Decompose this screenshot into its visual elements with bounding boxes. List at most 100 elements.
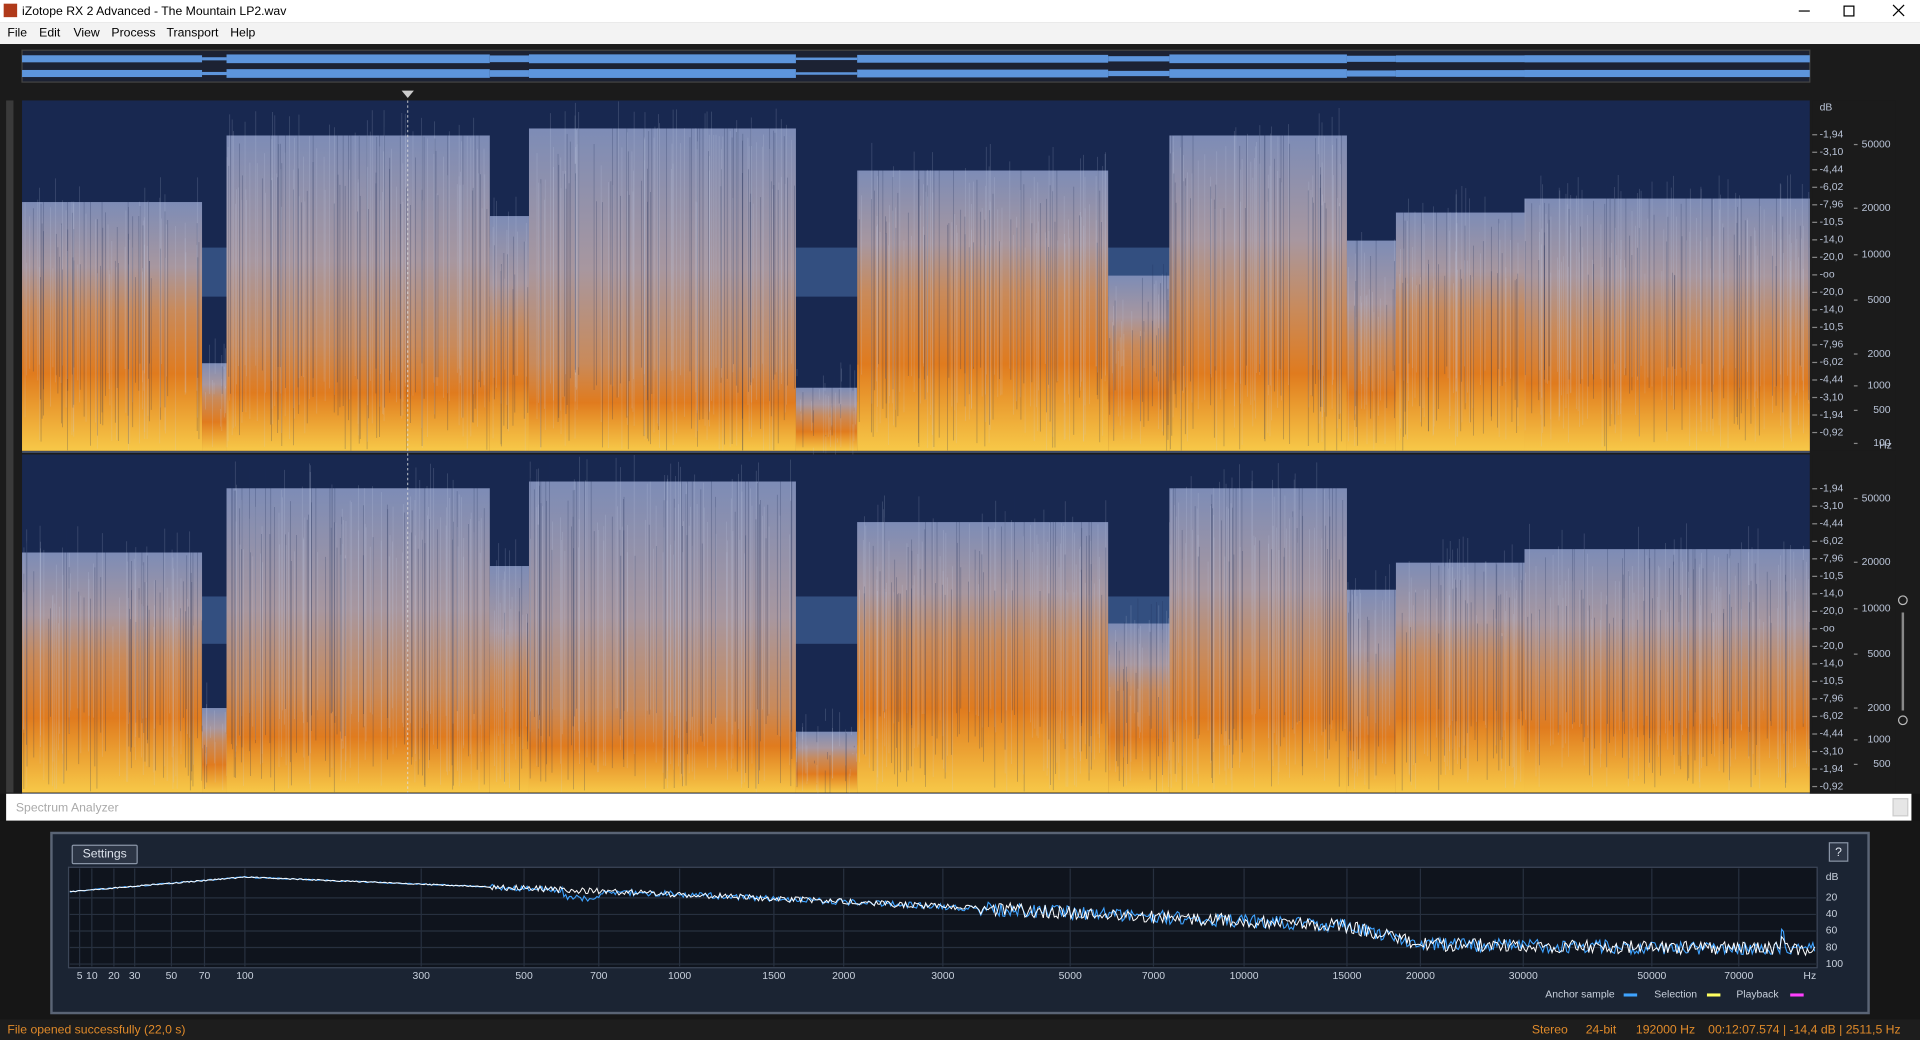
- spectrogram-block: [226, 488, 490, 793]
- overview-wave: [1169, 69, 1347, 78]
- db-label: -1,94: [1820, 764, 1844, 775]
- hz-label: 500: [1873, 759, 1891, 770]
- scale-panel: [1812, 454, 1896, 793]
- db-label: -7,96: [1820, 554, 1844, 565]
- overview-wave: [489, 55, 529, 63]
- zoom-in[interactable]: [1897, 595, 1908, 606]
- spectrogram-block: [795, 387, 858, 451]
- overview-wave: [226, 54, 490, 64]
- status-sample-rate: 192000 Hz: [1636, 1022, 1695, 1036]
- hz-label: 5000: [1867, 295, 1890, 306]
- settings-label[interactable]: Settings: [83, 847, 127, 861]
- db-label: -20,0: [1820, 287, 1844, 298]
- spectrogram-block: [1524, 549, 1810, 793]
- hz-unit: Hz: [1879, 441, 1892, 452]
- close-button[interactable]: [1892, 4, 1905, 17]
- scale-panel: [1812, 100, 1896, 451]
- analyzer-y-label: 40: [1826, 909, 1838, 920]
- analyzer-y-label: 80: [1826, 942, 1838, 953]
- overview-wave: [202, 57, 227, 61]
- db-label: -10,5: [1820, 676, 1844, 687]
- spectrogram-block: [1108, 275, 1170, 451]
- menu-item[interactable]: Process: [111, 25, 155, 39]
- hz-label: 100: [1873, 438, 1891, 449]
- playhead-marker[interactable]: [401, 90, 414, 98]
- status-bit-depth: 24-bit: [1586, 1022, 1617, 1036]
- spectrum-selection: [69, 876, 1816, 957]
- help-button[interactable]: [1828, 842, 1849, 862]
- db-label: -oo: [1820, 270, 1835, 281]
- overview-wave: [1108, 56, 1170, 62]
- db-unit: dB: [1820, 103, 1833, 114]
- help-label[interactable]: ?: [1835, 845, 1842, 859]
- app-icon: [3, 3, 18, 18]
- db-label: -14,0: [1820, 589, 1844, 600]
- analyzer-x-label: 50: [166, 971, 178, 982]
- hz-label: 20000: [1862, 203, 1891, 214]
- overview-wave: [1395, 55, 1525, 63]
- menu-item[interactable]: Edit: [39, 25, 61, 39]
- analyzer-x-label: 700: [590, 971, 608, 982]
- status-channels: Stereo: [1532, 1022, 1568, 1036]
- hz-label: 2000: [1867, 349, 1890, 360]
- hz-label: 2000: [1867, 703, 1890, 714]
- overview-wave: [857, 54, 1109, 63]
- overview-wave: [528, 54, 796, 64]
- db-label: -3,10: [1820, 147, 1844, 158]
- analyzer-x-unit: Hz: [1803, 971, 1816, 982]
- db-label: -4,44: [1820, 375, 1844, 386]
- legend-swatch: [1790, 993, 1804, 997]
- spectrogram-block: [226, 135, 490, 451]
- menu-item[interactable]: File: [7, 25, 27, 39]
- analyzer-x-label: 30000: [1509, 971, 1538, 982]
- menu-bar: [0, 22, 1920, 45]
- menu-item[interactable]: View: [73, 25, 99, 39]
- analyzer-y-label: 100: [1826, 959, 1844, 970]
- db-label: -1,94: [1820, 484, 1844, 495]
- spectrogram-block: [489, 566, 529, 793]
- analyzer-x-label: 20000: [1406, 971, 1435, 982]
- db-label: -3,10: [1820, 501, 1844, 512]
- overview-wave: [795, 72, 858, 75]
- legend-label: Playback: [1736, 989, 1779, 1000]
- overview-wave: [226, 69, 490, 78]
- hz-label: 10000: [1862, 250, 1891, 261]
- db-label: -10,5: [1820, 571, 1844, 582]
- legend-label: Anchor sample: [1545, 989, 1615, 1000]
- db-label: -oo: [1820, 624, 1835, 635]
- status-message: File opened successfully (22,0 s): [7, 1022, 185, 1036]
- analyzer-x-label: 300: [413, 971, 431, 982]
- settings-button[interactable]: [71, 844, 138, 865]
- analyzer-close[interactable]: [1892, 798, 1909, 817]
- menu-item[interactable]: Help: [230, 25, 255, 39]
- overview-wave: [202, 71, 227, 76]
- spectrogram-block: [202, 363, 227, 451]
- db-label: -14,0: [1820, 235, 1844, 246]
- db-label: -14,0: [1820, 305, 1844, 316]
- overview-wave: [795, 57, 858, 61]
- spectrogram-block: [857, 522, 1109, 793]
- overview-wave: [22, 69, 203, 78]
- analyzer-x-label: 20: [108, 971, 120, 982]
- overview-wave: [1346, 55, 1396, 62]
- overview-wave: [857, 69, 1109, 78]
- db-label: -7,96: [1820, 340, 1844, 351]
- hz-label: 1000: [1867, 735, 1890, 746]
- db-label: -7,96: [1820, 200, 1844, 211]
- db-label: -0,92: [1820, 427, 1844, 438]
- overview-wave: [1524, 55, 1810, 63]
- analyzer-x-label: 5: [77, 971, 83, 982]
- db-label: -6,02: [1820, 536, 1844, 547]
- spectrogram-block: [1169, 488, 1347, 793]
- hz-label: 20000: [1862, 557, 1891, 568]
- analyzer-header: [6, 793, 1912, 821]
- menu-item[interactable]: Transport: [167, 25, 219, 39]
- analyzer-y-unit: dB: [1826, 872, 1839, 883]
- db-label: -4,44: [1820, 519, 1844, 530]
- spectrogram-block: [1346, 240, 1396, 451]
- restore-button[interactable]: [1843, 5, 1855, 17]
- analyzer-y-label: 20: [1826, 893, 1838, 904]
- zoom-out[interactable]: [1897, 715, 1908, 726]
